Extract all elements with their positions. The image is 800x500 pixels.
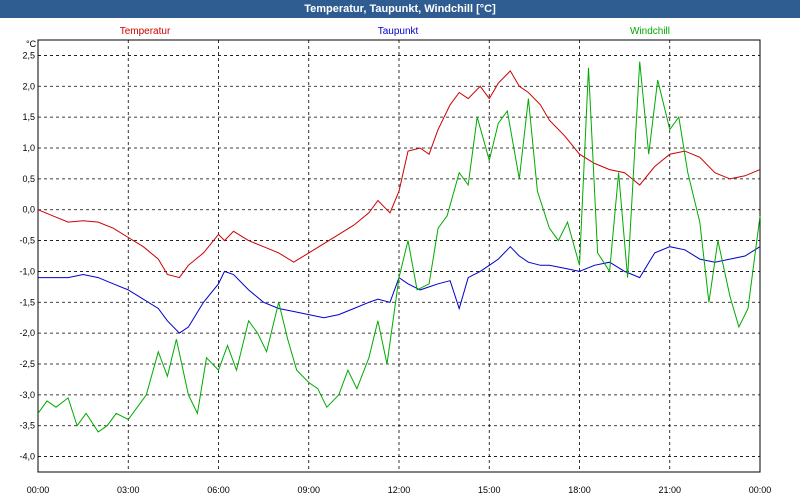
line-chart: 2,5 2,0 1,5 1,0 0,5 0,0 -0,5 -1,0 -1,5 -2,0 -2,5 -3… (19, 26, 772, 495)
chart-title: Temperatur, Taupunkt, Windchill [°C] (0, 0, 800, 18)
y-axis-label: °C (26, 39, 37, 49)
series-layer (37, 61, 761, 433)
y-tick-label: 0,5 (22, 174, 35, 184)
y-tick-label: 1,5 (22, 112, 35, 122)
x-tick-time: 06:00 (207, 485, 230, 495)
y-tick-label: -3,5 (19, 421, 35, 431)
x-tick-time: 18:00 (568, 485, 591, 495)
legend-taupunkt: Taupunkt (378, 26, 419, 37)
grid (38, 40, 760, 472)
legend-temperatur: Temperatur (120, 26, 171, 37)
y-tick-label: -4,0 (19, 452, 35, 462)
x-axis: 00:0024.01.2003:0024.01.2006:0024.01.200… (27, 485, 772, 495)
series-line-taupunkt (38, 245, 761, 334)
x-tick-time: 00:00 (749, 485, 772, 495)
y-tick-label: 2,0 (22, 81, 35, 91)
y-tick-label: 2,5 (22, 50, 35, 60)
y-tick-label: -2,5 (19, 359, 35, 369)
x-tick-time: 00:00 (27, 485, 50, 495)
plot-frame (37, 39, 761, 473)
series-line-windchill (37, 61, 761, 433)
y-tick-label: -1,0 (19, 266, 35, 276)
x-tick-time: 12:00 (388, 485, 411, 495)
x-tick-time: 09:00 (297, 485, 320, 495)
y-tick-label: -1,5 (19, 297, 35, 307)
x-tick-time: 21:00 (658, 485, 681, 495)
y-tick-label: -3,0 (19, 390, 35, 400)
y-tick-label: -2,0 (19, 328, 35, 338)
y-tick-label: -0,5 (19, 236, 35, 246)
x-tick-time: 15:00 (478, 485, 501, 495)
y-tick-label: 1,0 (22, 143, 35, 153)
y-axis: 2,5 2,0 1,5 1,0 0,5 0,0 -0,5 -1,0 -1,5 -2,0 -2,5 -3… (19, 50, 35, 461)
legend-windchill: Windchill (630, 26, 670, 37)
series-line-temperatur (37, 70, 761, 279)
y-tick-label: 0,0 (22, 205, 35, 215)
x-tick-time: 03:00 (117, 485, 140, 495)
